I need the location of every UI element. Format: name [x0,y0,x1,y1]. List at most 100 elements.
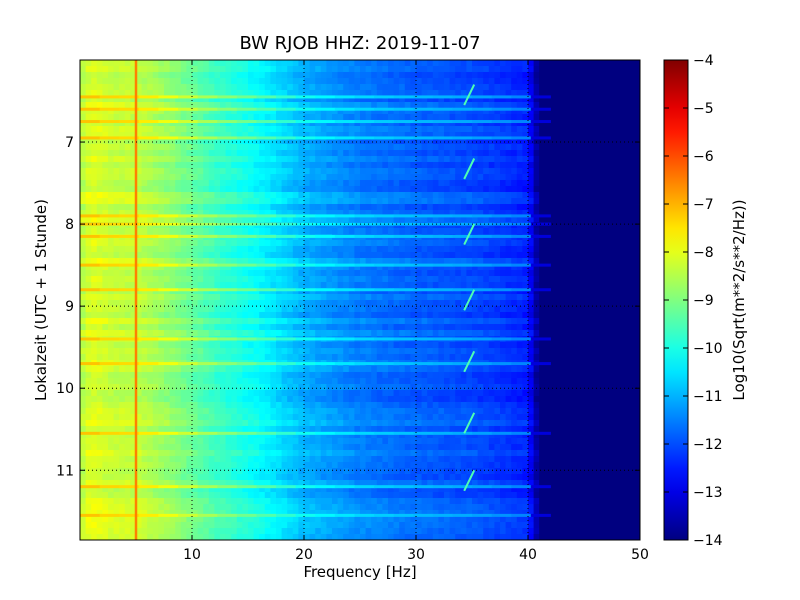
heatmap-cell [556,270,563,277]
heatmap-cell [589,312,596,319]
heatmap-cell [427,132,434,139]
heatmap-cell [628,144,635,151]
heatmap-cell [600,156,607,163]
heatmap-cell [488,318,495,325]
heatmap-cell [264,348,271,355]
heatmap-cell [606,90,613,97]
heatmap-cell [556,276,563,283]
heatmap-cell [444,276,451,283]
heatmap-cell [416,144,423,151]
heatmap-cell [91,246,98,253]
heatmap-cell [343,180,350,187]
heatmap-cell [332,294,339,301]
heatmap-cell [225,144,232,151]
heatmap-cell [511,108,518,115]
heatmap-cell [572,264,579,271]
heatmap-cell [612,228,619,235]
heatmap-cell [567,210,574,217]
heatmap-cell [432,288,439,295]
heatmap-cell [556,228,563,235]
heatmap-cell [147,348,154,355]
heatmap-cell [533,264,540,271]
heatmap-cell [399,60,406,67]
heatmap-cell [108,102,115,109]
heatmap-cell [623,114,630,121]
heatmap-cell [544,102,551,109]
heatmap-cell [617,282,624,289]
heatmap-cell [192,294,199,301]
heatmap-cell [578,192,585,199]
heatmap-cell [248,348,255,355]
heatmap-cell [270,258,277,265]
heatmap-cell [589,294,596,301]
heatmap-cell [612,210,619,217]
heatmap-cell [220,324,227,331]
heatmap-cell [304,96,311,103]
heatmap-cell [270,180,277,187]
heatmap-cell [253,72,260,79]
heatmap-cell [511,264,518,271]
heatmap-cell [220,66,227,73]
heatmap-cell [208,216,215,223]
heatmap-cell [612,90,619,97]
heatmap-cell [248,138,255,145]
heatmap-cell [466,258,473,265]
heatmap-cell [354,228,361,235]
heatmap-cell [326,348,333,355]
heatmap-cell [584,210,591,217]
heatmap-cell [281,324,288,331]
heatmap-cell [248,168,255,175]
heatmap-cell [600,312,607,319]
heatmap-cell [606,180,613,187]
heatmap-cell [516,150,523,157]
heatmap-cell [584,228,591,235]
heatmap-cell [264,156,271,163]
heatmap-cell [287,150,294,157]
heatmap-cell [556,144,563,151]
heatmap-cell [539,282,546,289]
heatmap-cell [595,234,602,241]
heatmap-cell [220,312,227,319]
heatmap-cell [416,330,423,337]
heatmap-cell [225,306,232,313]
heatmap-cell [91,240,98,247]
heatmap-cell [606,120,613,127]
heatmap-cell [208,264,215,271]
heatmap-cell [376,168,383,175]
heatmap-cell [410,156,417,163]
heatmap-cell [382,96,389,103]
heatmap-cell [528,180,535,187]
heatmap-cell [444,240,451,247]
heatmap-cell [231,90,238,97]
heatmap-cell [225,240,232,247]
heatmap-cell [242,306,249,313]
heatmap-cell [231,192,238,199]
heatmap-cell [220,192,227,199]
heatmap-cell [567,114,574,121]
heatmap-cell [136,318,143,325]
heatmap-cell [382,120,389,127]
heatmap-cell [220,258,227,265]
heatmap-cell [567,180,574,187]
heatmap-cell [180,282,187,289]
heatmap-cell [388,150,395,157]
heatmap-cell [264,228,271,235]
heatmap-cell [124,144,131,151]
heatmap-cell [158,324,165,331]
heatmap-cell [113,114,120,121]
heatmap-cell [253,348,260,355]
heatmap-cell [253,318,260,325]
heatmap-cell [186,138,193,145]
heatmap-cell [516,204,523,211]
heatmap-cell [623,60,630,67]
heatmap-cell [337,342,344,349]
heatmap-cell [242,270,249,277]
heatmap-cell [455,90,462,97]
heatmap-cell [410,174,417,181]
heatmap-cell [175,90,182,97]
heatmap-cell [589,252,596,259]
heatmap-cell [208,174,215,181]
heatmap-cell [628,246,635,253]
heatmap-cell [561,216,568,223]
heatmap-cell [550,312,557,319]
